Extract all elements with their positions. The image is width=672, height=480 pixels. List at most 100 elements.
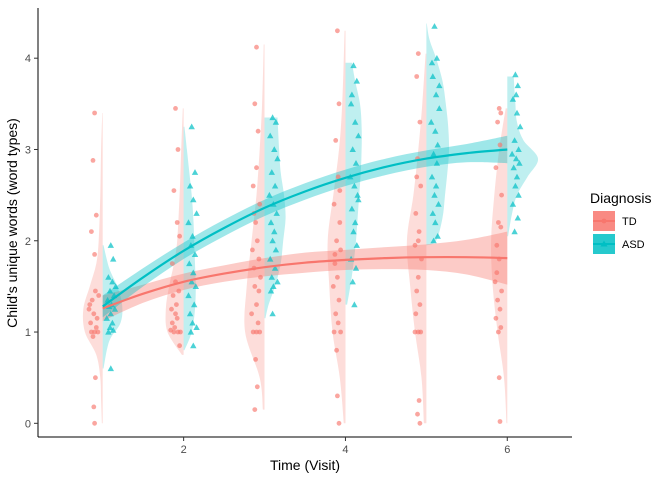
point-td — [416, 229, 422, 235]
point-td — [252, 407, 258, 412]
point-asd — [106, 324, 114, 330]
point-asd — [513, 155, 520, 162]
point-asd — [274, 155, 281, 162]
point-asd — [107, 310, 114, 317]
point-td — [177, 233, 183, 239]
point-td — [89, 297, 95, 303]
point-asd — [269, 114, 276, 121]
point-asd — [271, 182, 279, 189]
point-asd — [107, 365, 114, 372]
point-asd — [351, 182, 358, 189]
fit-line-layer — [102, 148, 508, 310]
point-td — [499, 192, 504, 198]
point-asd — [192, 283, 199, 289]
point-td — [496, 106, 502, 111]
point-td — [252, 284, 258, 289]
point-td — [254, 384, 260, 390]
point-td — [497, 142, 503, 148]
point-asd — [515, 146, 522, 152]
point-asd — [352, 264, 360, 271]
point-asd — [432, 91, 440, 98]
y-tick-label: 2 — [25, 236, 31, 248]
point-asd — [110, 255, 117, 262]
point-td — [495, 119, 500, 125]
point-td — [252, 101, 258, 107]
point-asd — [186, 182, 194, 189]
point-td — [253, 220, 258, 225]
point-asd — [105, 328, 112, 335]
y-axis-title: Child's unique words (word types) — [4, 118, 20, 328]
point-asd — [185, 219, 192, 226]
point-td — [414, 74, 420, 79]
point-asd — [428, 59, 436, 66]
violin-asd-visit-6 — [507, 76, 539, 237]
point-td — [170, 293, 176, 298]
point-td — [95, 329, 101, 335]
point-td — [417, 119, 423, 125]
point-td — [89, 229, 94, 235]
point-asd — [191, 251, 199, 257]
point-td — [254, 302, 259, 307]
point-asd — [350, 228, 357, 235]
point-td — [254, 238, 260, 244]
point-td — [169, 320, 175, 326]
point-td — [331, 329, 337, 335]
point-asd — [434, 141, 441, 148]
point-asd — [429, 210, 436, 216]
point-td — [93, 375, 98, 381]
point-asd — [107, 242, 114, 248]
point-asd — [267, 132, 274, 139]
y-tick-label: 0 — [25, 418, 31, 430]
point-asd — [269, 310, 276, 317]
axes: 2 4 6 0 1 2 3 4 — [25, 8, 572, 456]
point-asd — [351, 301, 358, 308]
point-asd — [517, 123, 524, 130]
violin-td-visit-2 — [165, 108, 184, 355]
confidence-ribbon-layer — [102, 135, 508, 322]
point-asd — [106, 287, 114, 294]
y-tick-label: 1 — [25, 327, 31, 339]
point-asd — [268, 274, 275, 280]
point-td — [498, 224, 504, 230]
x-axis-title: Time (Visit) — [270, 457, 340, 473]
point-asd — [432, 219, 439, 226]
point-asd — [349, 146, 356, 152]
point-td — [336, 297, 342, 303]
point-asd — [188, 123, 195, 130]
point-td — [175, 147, 181, 152]
point-asd — [509, 201, 517, 207]
violin-td-visit-6 — [491, 108, 508, 424]
point-td — [93, 288, 98, 294]
point-asd — [188, 278, 195, 285]
point-asd — [430, 237, 437, 244]
point-asd — [189, 319, 196, 326]
y-tick-label: 4 — [25, 53, 31, 65]
point-td — [92, 252, 97, 257]
point-td — [332, 252, 338, 257]
legend-marker-asd — [600, 240, 608, 247]
point-td — [413, 211, 419, 216]
point-td — [496, 329, 501, 335]
point-asd — [433, 160, 441, 166]
point-td — [258, 274, 263, 280]
point-td — [93, 325, 99, 330]
point-td — [176, 288, 182, 294]
point-asd — [509, 96, 517, 102]
point-asd — [272, 118, 280, 125]
violin-asd-visit-4 — [345, 62, 362, 305]
data-point-layer — [86, 23, 524, 426]
point-td — [337, 220, 343, 225]
point-td — [493, 165, 499, 171]
point-asd — [514, 214, 521, 221]
point-asd — [431, 23, 438, 29]
point-td — [172, 325, 178, 330]
point-asd — [353, 77, 360, 84]
point-asd — [270, 283, 277, 289]
point-td — [91, 404, 97, 410]
point-asd — [186, 310, 194, 317]
point-asd — [269, 237, 276, 244]
point-td — [96, 293, 102, 298]
point-td — [330, 284, 336, 289]
point-td — [334, 238, 339, 244]
point-asd — [353, 242, 360, 248]
